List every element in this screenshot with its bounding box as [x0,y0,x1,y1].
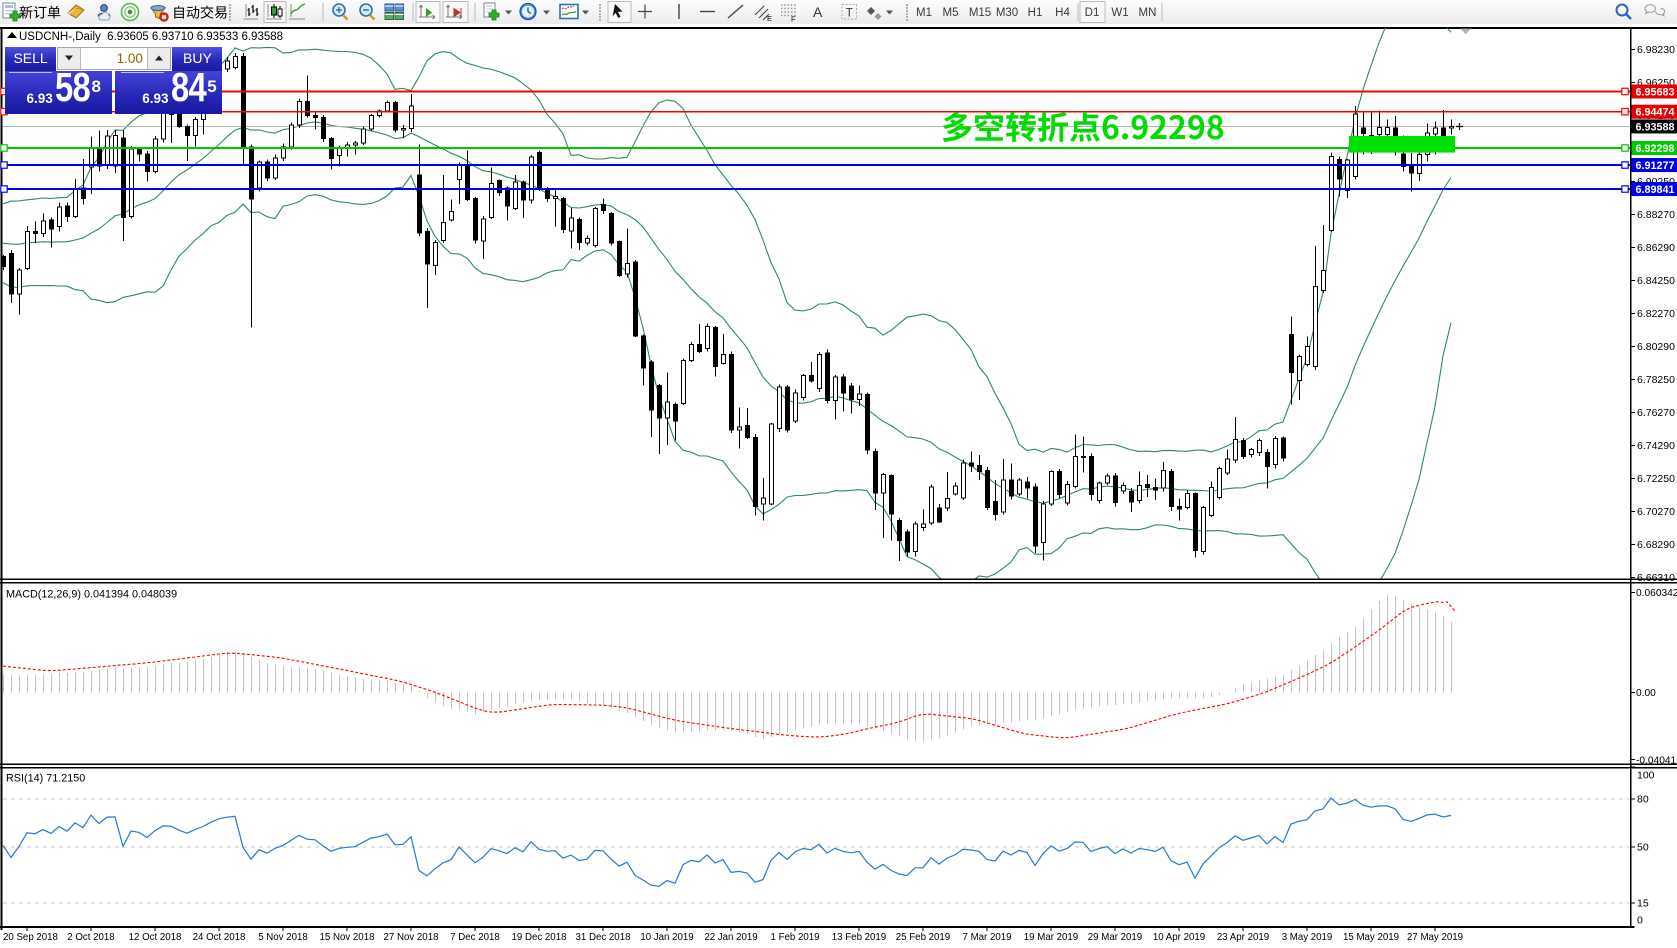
svg-text:USDCNH-,Daily 6.93605 6.93710: USDCNH-,Daily 6.93605 6.93710 6.93533 6.… [19,31,283,43]
svg-text:6.98230: 6.98230 [1637,44,1675,56]
svg-text:W1: W1 [1111,7,1128,19]
svg-text:5 Nov 2018: 5 Nov 2018 [258,932,308,943]
svg-text:6.80290: 6.80290 [1637,341,1675,353]
svg-text:15 May 2019: 15 May 2019 [1343,932,1399,943]
svg-text:19 Mar 2019: 19 Mar 2019 [1024,932,1078,943]
svg-text:2 Oct 2018: 2 Oct 2018 [67,932,114,943]
svg-text:23 Apr 2019: 23 Apr 2019 [1217,932,1269,943]
svg-text:H1: H1 [1028,7,1043,19]
svg-text:6.95683: 6.95683 [1636,86,1675,98]
svg-text:6.94474: 6.94474 [1636,107,1675,119]
svg-text:6.76270: 6.76270 [1637,407,1675,419]
svg-text:6.89841: 6.89841 [1636,184,1675,196]
svg-text:6.84250: 6.84250 [1637,275,1675,287]
svg-text:D1: D1 [1085,7,1100,19]
svg-text:T: T [846,8,853,20]
svg-text:25 Feb 2019: 25 Feb 2019 [896,932,950,943]
svg-text:80: 80 [1637,794,1649,806]
svg-text:0.00: 0.00 [1636,688,1656,699]
svg-text:22 Jan 2019: 22 Jan 2019 [704,932,757,943]
svg-text:6.88270: 6.88270 [1637,209,1675,221]
svg-text:15 Nov 2018: 15 Nov 2018 [320,932,375,943]
svg-text:24 Oct 2018: 24 Oct 2018 [193,932,246,943]
svg-text:50: 50 [1637,842,1649,854]
svg-text:6.93588: 6.93588 [1636,121,1675,133]
svg-text:100: 100 [1637,770,1655,782]
svg-text:MACD(12,26,9) 0.041394 0.04803: MACD(12,26,9) 0.041394 0.048039 [6,589,177,601]
svg-text:6.86290: 6.86290 [1637,242,1675,254]
svg-text:M5: M5 [943,7,959,19]
svg-text:6.70270: 6.70270 [1637,506,1675,518]
svg-text:-0.040415: -0.040415 [1636,755,1677,766]
svg-text:10 Jan 2019: 10 Jan 2019 [640,932,693,943]
svg-text:7 Dec 2018: 7 Dec 2018 [450,932,500,943]
svg-text:6.92298: 6.92298 [1636,143,1675,155]
svg-text:M15: M15 [969,7,991,19]
svg-text:12 Oct 2018: 12 Oct 2018 [129,932,182,943]
svg-text:6.78250: 6.78250 [1637,374,1675,386]
svg-text:6.68290: 6.68290 [1637,539,1675,551]
svg-text:H4: H4 [1055,7,1070,19]
svg-text:M30: M30 [996,7,1018,19]
svg-text:13 Feb 2019: 13 Feb 2019 [832,932,886,943]
svg-text:F: F [791,15,796,24]
svg-text:6.66310: 6.66310 [1637,572,1675,584]
svg-text:6.82270: 6.82270 [1637,308,1675,320]
svg-text:0: 0 [1637,915,1643,927]
svg-text:MN: MN [1139,7,1157,19]
svg-text:27 Nov 2018: 27 Nov 2018 [384,932,439,943]
svg-text:RSI(14) 71.2150: RSI(14) 71.2150 [6,773,85,785]
svg-text:1 Feb 2019: 1 Feb 2019 [770,932,819,943]
svg-text:20 Sep 2018: 20 Sep 2018 [3,932,58,943]
svg-text:29 Mar 2019: 29 Mar 2019 [1088,932,1142,943]
svg-text:19 Dec 2018: 19 Dec 2018 [512,932,567,943]
svg-text:31 Dec 2018: 31 Dec 2018 [576,932,631,943]
svg-text:15: 15 [1637,898,1649,910]
svg-text:7 Mar 2019: 7 Mar 2019 [962,932,1011,943]
svg-text:E: E [767,14,772,23]
svg-text:27 May 2019: 27 May 2019 [1407,932,1463,943]
svg-text:6.72250: 6.72250 [1637,473,1675,485]
svg-text:6.74290: 6.74290 [1637,440,1675,452]
svg-text:10 Apr 2019: 10 Apr 2019 [1153,932,1205,943]
svg-text:6.91277: 6.91277 [1636,160,1675,172]
svg-text:0.060342: 0.060342 [1636,588,1677,599]
svg-text:M1: M1 [916,7,932,19]
svg-text:3 May 2019: 3 May 2019 [1282,932,1333,943]
svg-text:A: A [813,4,823,20]
